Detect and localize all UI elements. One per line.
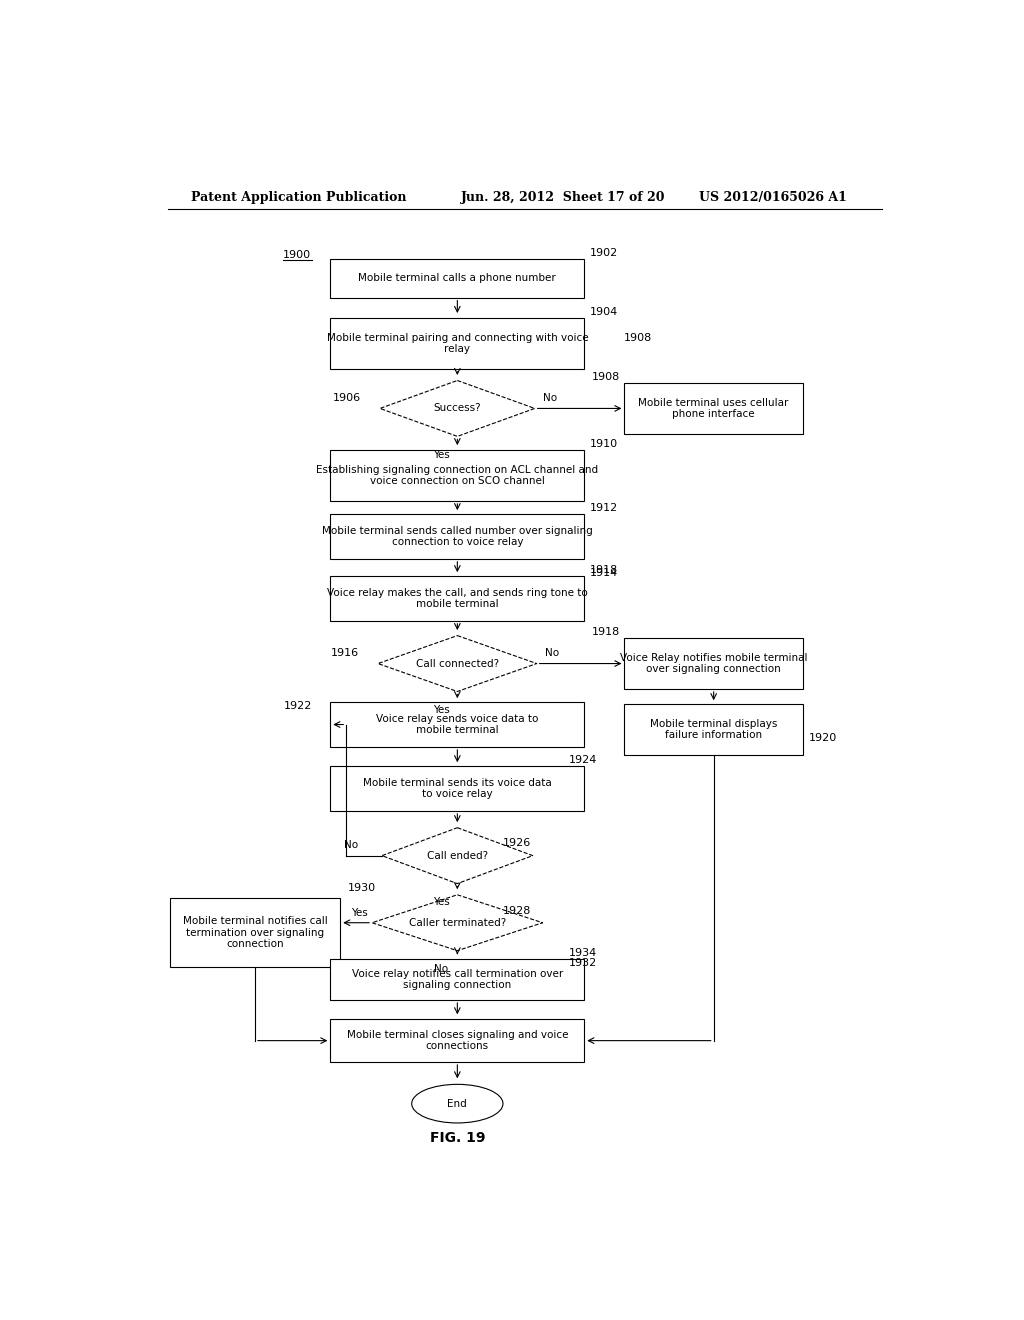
Text: Yes: Yes [351,908,368,917]
Text: US 2012/0165026 A1: US 2012/0165026 A1 [699,190,847,203]
Text: No: No [344,841,358,850]
Text: Establishing signaling connection on ACL channel and
voice connection on SCO cha: Establishing signaling connection on ACL… [316,465,598,486]
Text: 1922: 1922 [284,701,312,711]
Text: 1930: 1930 [348,883,377,894]
Text: Call ended?: Call ended? [427,850,487,861]
FancyBboxPatch shape [170,899,340,968]
Text: End: End [447,1098,467,1109]
Text: Voice relay makes the call, and sends ring tone to
mobile terminal: Voice relay makes the call, and sends ri… [327,587,588,610]
Text: Yes: Yes [433,896,450,907]
FancyBboxPatch shape [625,638,803,689]
FancyBboxPatch shape [331,259,585,297]
Text: Voice relay sends voice data to
mobile terminal: Voice relay sends voice data to mobile t… [376,714,539,735]
Text: Yes: Yes [433,705,450,715]
Text: FIG. 19: FIG. 19 [430,1131,485,1146]
FancyBboxPatch shape [625,704,803,755]
Text: Mobile terminal pairing and connecting with voice
relay: Mobile terminal pairing and connecting w… [327,333,588,354]
FancyBboxPatch shape [331,515,585,558]
FancyBboxPatch shape [331,702,585,747]
Text: No: No [545,648,559,659]
Text: Voice relay notifies call termination over
signaling connection: Voice relay notifies call termination ov… [351,969,563,990]
FancyBboxPatch shape [331,1019,585,1063]
Text: Mobile terminal sends its voice data
to voice relay: Mobile terminal sends its voice data to … [362,777,552,800]
FancyBboxPatch shape [331,450,585,500]
Text: 1908: 1908 [624,334,652,343]
Text: 1906: 1906 [333,393,360,404]
Text: 1904: 1904 [590,306,618,317]
Text: 1928: 1928 [503,906,531,916]
Text: No: No [543,393,557,404]
Text: 1914: 1914 [590,568,618,578]
Text: Voice Relay notifies mobile terminal
over signaling connection: Voice Relay notifies mobile terminal ove… [620,653,808,675]
Text: 1932: 1932 [569,958,597,969]
Text: Mobile terminal calls a phone number: Mobile terminal calls a phone number [358,273,556,284]
FancyBboxPatch shape [625,383,803,434]
Text: Mobile terminal notifies call
termination over signaling
connection: Mobile terminal notifies call terminatio… [182,916,328,949]
Text: No: No [434,964,449,974]
Text: 1918: 1918 [592,627,621,638]
Text: 1924: 1924 [569,755,598,766]
Text: Yes: Yes [433,450,450,459]
Text: 1900: 1900 [283,249,311,260]
Text: 1934: 1934 [569,948,597,958]
Text: Call connected?: Call connected? [416,659,499,668]
Text: 1916: 1916 [331,648,359,659]
FancyBboxPatch shape [331,576,585,620]
Text: Caller terminated?: Caller terminated? [409,917,506,928]
Text: 1908: 1908 [592,372,621,381]
FancyBboxPatch shape [331,318,585,368]
FancyBboxPatch shape [331,766,585,810]
Text: Mobile terminal closes signaling and voice
connections: Mobile terminal closes signaling and voi… [346,1030,568,1052]
Text: Mobile terminal sends called number over signaling
connection to voice relay: Mobile terminal sends called number over… [322,525,593,548]
Text: 1926: 1926 [503,838,530,849]
Text: 1910: 1910 [590,440,618,449]
Text: Mobile terminal uses cellular
phone interface: Mobile terminal uses cellular phone inte… [639,397,788,420]
FancyBboxPatch shape [331,960,585,1001]
Text: 1902: 1902 [590,248,618,257]
Text: 1918: 1918 [590,565,618,576]
Text: Mobile terminal displays
failure information: Mobile terminal displays failure informa… [650,719,777,741]
Text: 1920: 1920 [809,733,838,743]
Text: 1912: 1912 [590,503,618,513]
Text: Success?: Success? [433,404,481,413]
Text: Patent Application Publication: Patent Application Publication [191,190,407,203]
Text: Jun. 28, 2012  Sheet 17 of 20: Jun. 28, 2012 Sheet 17 of 20 [461,190,666,203]
Ellipse shape [412,1084,503,1123]
